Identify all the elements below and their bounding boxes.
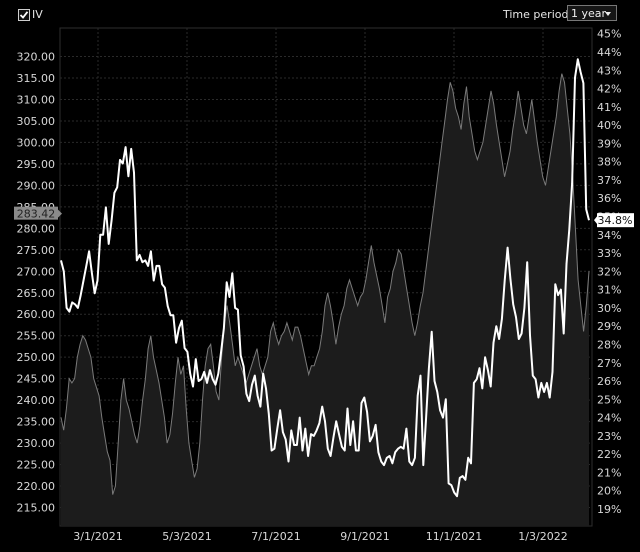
time-period-value: 1 year — [571, 7, 607, 20]
y-right-tick-label: 45% — [597, 28, 621, 41]
chart-header: IV Time period: 1 year — [0, 0, 640, 28]
y-right-tick-label: 19% — [597, 503, 621, 516]
y-right-tick-label: 43% — [597, 64, 621, 77]
y-left-tick-label: 280.00 — [17, 222, 56, 235]
right-marker-label: 34.8% — [598, 214, 633, 227]
y-right-tick-label: 29% — [597, 320, 621, 333]
time-period-dropdown[interactable]: 1 year — [567, 5, 617, 21]
iv-line — [60, 58, 590, 498]
y-right-tick-label: 21% — [597, 466, 621, 479]
right-marker-box — [597, 213, 634, 228]
chevron-down-icon — [605, 12, 611, 16]
y-right-tick-label: 30% — [597, 302, 621, 315]
y-left-tick-label: 225.00 — [17, 459, 56, 472]
price-line — [60, 73, 590, 495]
y-right-tick-label: 22% — [597, 448, 621, 461]
left-marker-box — [14, 206, 58, 220]
y-left-tick-label: 300.00 — [17, 136, 56, 149]
x-tick-label: 5/3/2021 — [162, 530, 211, 543]
x-tick-label: 11/1/2021 — [426, 530, 482, 543]
y-right-tick-label: 42% — [597, 83, 621, 96]
y-left-tick-label: 290.00 — [17, 179, 56, 192]
y-left-tick-label: 315.00 — [17, 72, 56, 85]
y-right-tick-label: 25% — [597, 393, 621, 406]
y-left-tick-label: 305.00 — [17, 115, 56, 128]
y-right-tick-label: 33% — [597, 247, 621, 260]
y-right-tick-label: 20% — [597, 485, 621, 498]
y-left-tick-label: 295.00 — [17, 158, 56, 171]
y-left-tick-label: 310.00 — [17, 93, 56, 106]
x-tick-label: 9/1/2021 — [340, 530, 389, 543]
y-right-tick-label: 41% — [597, 101, 621, 114]
y-right-tick-label: 34% — [597, 229, 621, 242]
y-right-tick-label: 39% — [597, 137, 621, 150]
y-left-tick-label: 230.00 — [17, 437, 56, 450]
y-left-tick-label: 265.00 — [17, 287, 56, 300]
y-left-tick-label: 245.00 — [17, 373, 56, 386]
y-right-tick-label: 37% — [597, 174, 621, 187]
left-marker-arrow — [58, 209, 62, 218]
y-right-tick-label: 26% — [597, 375, 621, 388]
x-tick-label: 7/1/2021 — [251, 530, 300, 543]
x-tick-label: 3/1/2021 — [73, 530, 122, 543]
iv-checkbox[interactable] — [18, 9, 30, 21]
y-right-tick-label: 28% — [597, 338, 621, 351]
y-left-tick-label: 240.00 — [17, 394, 56, 407]
y-left-tick-label: 260.00 — [17, 308, 56, 321]
left-marker-label: 283.42 — [17, 208, 56, 221]
y-right-tick-label: 23% — [597, 430, 621, 443]
iv-series-label: IV — [32, 8, 43, 21]
y-right-tick-label: 36% — [597, 192, 621, 205]
y-right-tick-label: 32% — [597, 265, 621, 278]
y-left-tick-label: 320.00 — [17, 51, 56, 64]
y-left-tick-label: 275.00 — [17, 244, 56, 257]
time-period-label: Time period: — [503, 8, 573, 21]
y-left-tick-label: 215.00 — [17, 502, 56, 515]
y-left-tick-label: 250.00 — [17, 351, 56, 364]
price-area — [61, 73, 589, 526]
y-right-tick-label: 31% — [597, 284, 621, 297]
y-right-tick-label: 38% — [597, 156, 621, 169]
y-right-tick-label: 44% — [597, 46, 621, 59]
x-tick-label: 1/3/2022 — [518, 530, 567, 543]
y-left-tick-label: 255.00 — [17, 330, 56, 343]
y-right-tick-label: 40% — [597, 119, 621, 132]
y-left-tick-label: 220.00 — [17, 480, 56, 493]
checkmark-icon — [19, 11, 29, 19]
y-left-tick-label: 270.00 — [17, 265, 56, 278]
y-left-tick-label: 235.00 — [17, 416, 56, 429]
y-right-tick-label: 27% — [597, 357, 621, 370]
y-right-tick-label: 24% — [597, 412, 621, 425]
